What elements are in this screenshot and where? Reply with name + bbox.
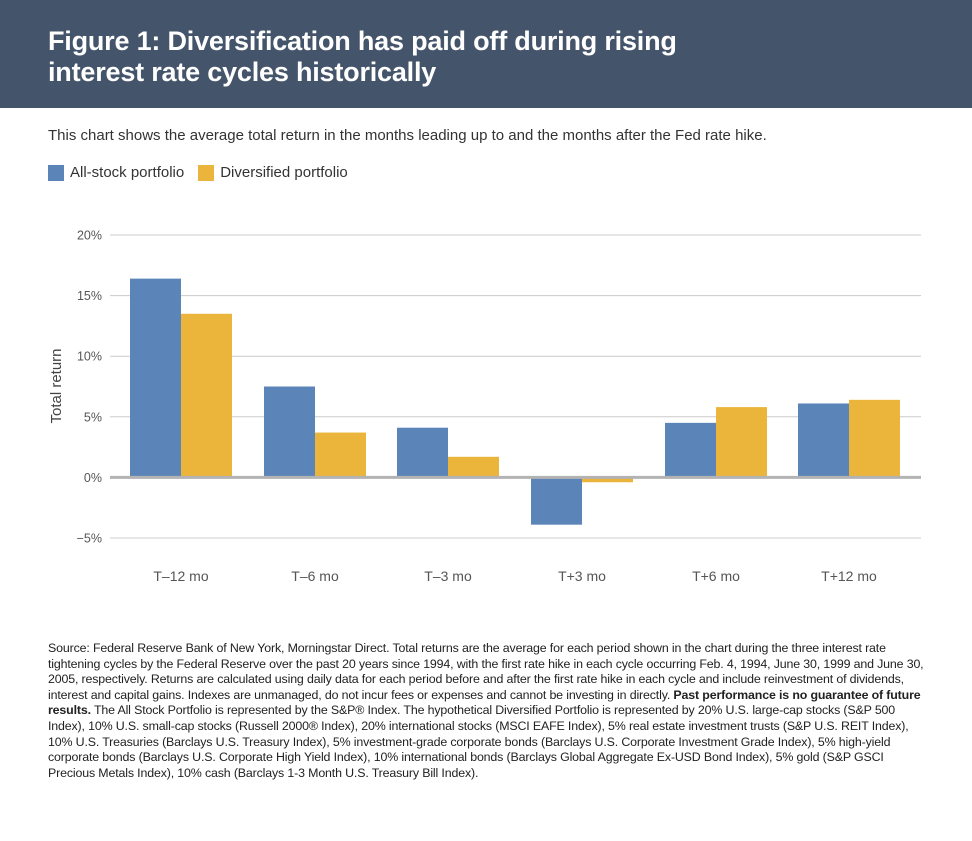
legend-item-diversified: Diversified portfolio bbox=[198, 164, 348, 181]
bar-diversified bbox=[181, 313, 232, 478]
x-tick-label: T+6 mo bbox=[692, 568, 740, 584]
page-title: Figure 1: Diversification has paid off d… bbox=[48, 26, 677, 87]
legend-label-diversified: Diversified portfolio bbox=[220, 164, 348, 181]
footnote: Source: Federal Reserve Bank of New York… bbox=[48, 641, 928, 781]
bar-all-stock bbox=[397, 427, 448, 478]
x-tick-label: T+12 mo bbox=[821, 568, 877, 584]
chart-legend: All-stock portfolio Diversified portfoli… bbox=[48, 164, 362, 181]
bar-chart: 20% 15% 10% 5% 0% −5% Total return T–12 mo T–6 m… bbox=[48, 229, 921, 584]
y-tick-label: 15% bbox=[77, 289, 102, 303]
legend-label-all-stock: All-stock portfolio bbox=[70, 164, 185, 181]
y-tick-label: 0% bbox=[84, 471, 102, 485]
bar-diversified bbox=[849, 399, 900, 478]
header-banner: Figure 1: Diversification has paid off d… bbox=[0, 0, 972, 108]
bar-all-stock bbox=[264, 386, 315, 478]
legend-item-all-stock: All-stock portfolio bbox=[48, 164, 184, 181]
bar-diversified bbox=[448, 456, 499, 478]
footnote-disclaimer: Past performance is no guarantee of futu… bbox=[48, 687, 921, 718]
bar-diversified bbox=[582, 477, 633, 483]
x-tick-label: T+3 mo bbox=[558, 568, 606, 584]
x-tick-label: T–12 mo bbox=[153, 568, 208, 584]
y-tick-label: −5% bbox=[77, 532, 102, 546]
footnote-source: Source: Federal Reserve Bank of New York… bbox=[48, 641, 924, 702]
bar-all-stock bbox=[531, 477, 582, 525]
y-tick-label: 5% bbox=[84, 410, 102, 424]
footnote-portfolio-details: The All Stock Portfolio is represented b… bbox=[48, 703, 909, 780]
chart-subtitle: This chart shows the average total retur… bbox=[48, 127, 767, 144]
legend-swatch-all-stock bbox=[48, 164, 64, 181]
legend-swatch-diversified bbox=[198, 164, 215, 181]
x-tick-label: T–6 mo bbox=[291, 568, 339, 584]
y-tick-label: 20% bbox=[77, 229, 102, 243]
bar-diversified bbox=[315, 432, 366, 478]
x-tick-label: T–3 mo bbox=[424, 568, 472, 584]
y-axis-label: Total return bbox=[48, 348, 65, 423]
bar-diversified bbox=[716, 407, 767, 478]
bar-all-stock bbox=[665, 422, 716, 478]
y-tick-label: 10% bbox=[77, 350, 102, 364]
bar-all-stock bbox=[130, 278, 181, 478]
bar-all-stock bbox=[798, 403, 849, 478]
